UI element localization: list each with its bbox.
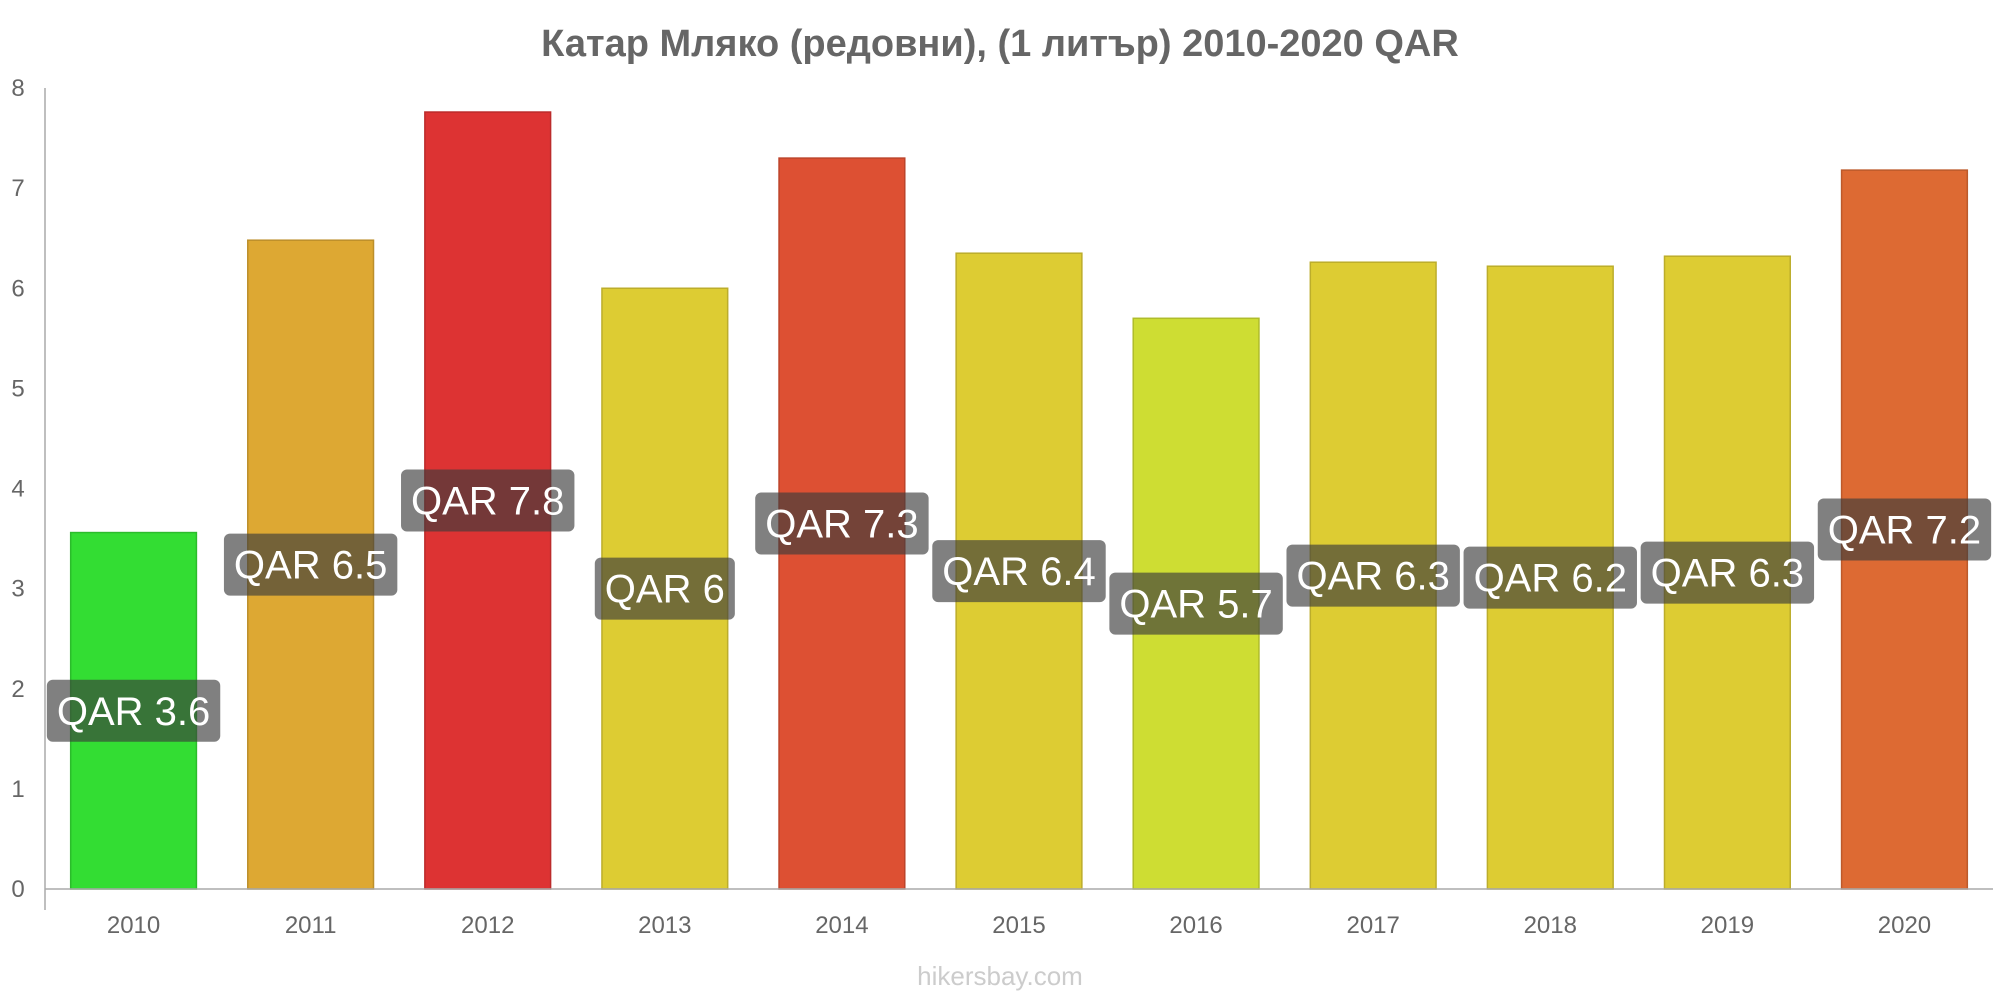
data-label-box	[401, 469, 575, 532]
data-label-box	[594, 557, 735, 620]
x-tick-label: 2010	[107, 912, 160, 939]
bars	[69, 111, 1969, 890]
x-tick-label: 2013	[638, 912, 691, 939]
data-label: QAR 7.3	[755, 492, 929, 555]
data-label-box	[755, 492, 929, 555]
data-label-box	[1109, 572, 1283, 635]
data-label: QAR 6	[594, 557, 735, 620]
data-label-text: QAR 5.7	[1119, 583, 1272, 627]
watermark: hikersbay.com	[917, 961, 1083, 991]
y-axis-ticks: 0 1 2 3 4 5 6 7 8	[11, 75, 24, 903]
data-label-box	[932, 540, 1106, 603]
y-tick-label: 8	[11, 75, 24, 102]
data-label: QAR 7.2	[1817, 498, 1992, 561]
y-tick-label: 5	[11, 375, 24, 402]
y-tick-label: 7	[11, 175, 24, 202]
data-label-text: QAR 7.8	[411, 480, 564, 524]
y-tick-label: 0	[11, 876, 24, 903]
data-labels: QAR 3.6 QAR 6.5 QAR 7.8 QAR 6 QAR 7.3 QAR 6.4…	[46, 469, 1992, 742]
data-label-text: QAR 3.6	[57, 690, 210, 734]
y-tick-label: 4	[11, 476, 24, 503]
x-tick-label: 2015	[992, 912, 1045, 939]
x-tick-label: 2011	[285, 912, 337, 939]
y-tick-label: 2	[11, 676, 24, 703]
data-label-text: QAR 6.2	[1474, 557, 1627, 601]
y-tick-label: 6	[11, 275, 24, 302]
x-tick-label: 2017	[1346, 912, 1399, 939]
data-label: QAR 6.3	[1286, 544, 1460, 607]
x-tick-label: 2019	[1701, 912, 1754, 939]
data-label: QAR 6.2	[1463, 546, 1637, 609]
x-tick-label: 2014	[815, 912, 868, 939]
data-label-box	[1817, 498, 1992, 561]
data-label-text: QAR 6.4	[942, 550, 1095, 594]
data-label: QAR 3.6	[46, 679, 221, 742]
y-tick-label: 3	[11, 576, 24, 603]
data-label: QAR 7.8	[401, 469, 575, 532]
data-label: QAR 6.5	[223, 533, 398, 596]
data-label-box	[1640, 541, 1815, 604]
x-axis-ticks: 2010 2011 2012 2013 2014 2015 2016 2017 2018 2019…	[107, 912, 1931, 939]
x-tick-label: 2012	[461, 912, 514, 939]
data-label-text: QAR 6.3	[1651, 552, 1804, 596]
y-tick-label: 1	[11, 776, 24, 803]
chart-title: Катар Мляко (редовни), (1 литър) 2010-20…	[541, 23, 1459, 65]
data-label: QAR 6.3	[1640, 541, 1815, 604]
x-tick-label: 2020	[1878, 912, 1931, 939]
x-tick-label: 2018	[1524, 912, 1577, 939]
data-label-text: QAR 6.3	[1296, 555, 1449, 599]
data-label-box	[1463, 546, 1637, 609]
data-label-text: QAR 6	[605, 568, 725, 612]
data-label: QAR 5.7	[1109, 572, 1283, 635]
data-label-text: QAR 7.2	[1828, 509, 1981, 553]
data-label-box	[1286, 544, 1460, 607]
data-label-box	[223, 533, 398, 596]
x-tick-label: 2016	[1169, 912, 1222, 939]
data-label-text: QAR 7.3	[765, 503, 918, 547]
data-label: QAR 6.4	[932, 540, 1106, 603]
data-label-box	[46, 679, 221, 742]
data-label-text: QAR 6.5	[234, 544, 387, 588]
